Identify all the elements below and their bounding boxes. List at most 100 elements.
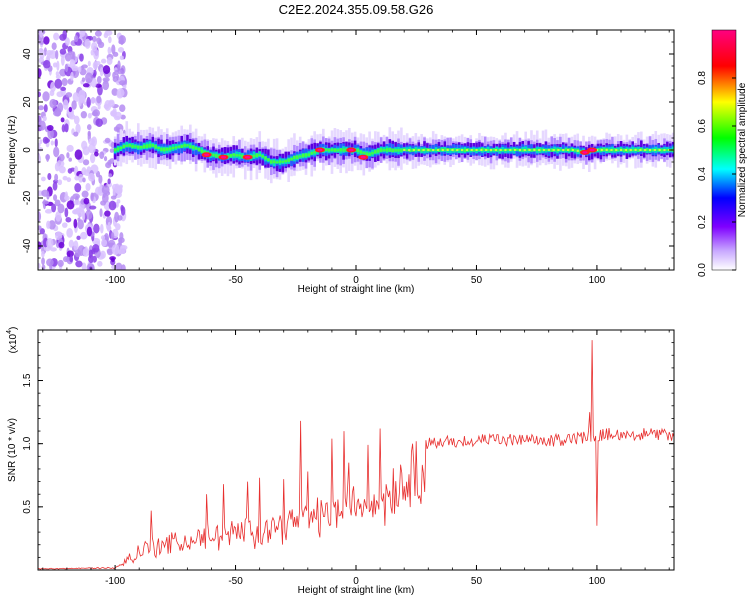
noise-speckle [93,49,100,60]
noise-speckle [81,262,87,270]
band-cell [333,148,337,152]
band-core [639,149,642,152]
noise-speckle [110,141,115,149]
y-tick-label: 1.5 [22,373,33,387]
band-cell [264,156,267,160]
band-core [432,149,435,152]
noise-speckle [99,67,104,77]
band-core [456,149,459,152]
band-core [475,149,478,152]
band-cell [356,148,360,153]
noise-speckle [38,115,42,125]
noise-speckle [92,61,99,70]
x-tick-label: 100 [589,275,606,286]
snr-series-line [38,340,674,570]
colorbar-tick-label: 0.4 [697,167,708,181]
band-cell [379,148,383,152]
y-tick-label: 40 [22,48,33,60]
noise-speckle [61,78,68,86]
snr-x-label: Height of straight line (km) [298,585,415,596]
noise-speckle [46,238,54,249]
noise-speckle [88,255,94,264]
noise-speckle [65,92,73,98]
band-cell [382,149,386,152]
noise-speckle [88,143,96,154]
noise-speckle [101,239,108,247]
band-cell [564,148,568,152]
band-cell [163,147,166,152]
band-core [528,149,531,152]
colorbar-ticks: 0.0 0.2 0.4 0.6 0.8 [697,71,736,277]
noise-speckle [119,104,126,113]
spectrogram-y-ticks: -40 -20 0 20 40 [22,29,674,271]
noise-speckle [90,97,96,104]
colorbar: 0.0 0.2 0.4 0.6 0.8 Normalized spectral ampl… [697,29,748,277]
noise-speckle [80,111,88,119]
noise-speckle [67,46,73,54]
spectrogram-x-label: Height of straight line (km) [298,284,415,295]
noise-speckle [52,181,58,191]
noise-speckle [86,96,91,108]
noise-speckle [98,174,103,184]
band-core [427,149,430,152]
band-core [567,149,570,152]
noise-speckle [57,179,63,186]
band-cell [186,144,189,147]
noise-speckle [66,177,72,183]
noise-speckle [99,182,103,193]
colorbar-tick-label: 0.6 [697,119,708,133]
noise-speckle [66,227,73,238]
noise-speckle [118,80,127,86]
noise-speckle [47,128,54,140]
x-tick-label: -50 [228,275,243,286]
snr-multiplier: (x104) [6,327,19,354]
noise-speckle [58,241,65,249]
y-tick-label: -20 [22,190,33,205]
noise-speckle [120,204,124,212]
noise-speckle [122,84,127,90]
noise-speckle [66,152,70,159]
band-cell [371,151,374,155]
noise-speckle [42,200,50,205]
noise-speckle [77,66,82,73]
noise-speckle [68,157,72,162]
noise-speckle [67,168,73,174]
noise-speckle [88,138,96,145]
band-core [605,149,608,152]
x-tick-label: 50 [471,275,483,286]
band-cell [666,149,669,151]
noise-speckle [109,148,114,153]
band-cell [278,160,282,164]
spectral-peak-core [245,156,251,159]
spectrogram-image [38,30,674,270]
noise-speckle [49,89,55,97]
noise-speckle [46,220,51,229]
noise-speckle [111,244,120,255]
noise-speckle [95,118,103,127]
band-core [470,149,473,152]
noise-speckle [104,137,111,144]
x-tick-label: -100 [105,576,125,587]
noise-speckle [110,232,115,240]
band-cell [304,153,308,157]
noise-speckle [73,131,79,137]
band-cell [530,148,533,152]
noise-speckle [103,32,109,39]
noise-speckle [79,53,84,62]
band-core [629,149,632,152]
colorbar-tick-label: 0.0 [697,263,708,277]
noise-speckle [91,35,97,43]
band-cell [148,143,152,148]
noise-speckle [76,235,81,241]
noise-speckle [69,255,74,263]
noise-speckle [58,153,65,162]
band-cell [229,153,233,158]
noise-speckle [106,57,113,65]
y-tick-label: 0.5 [22,499,33,513]
band-cell [180,145,183,149]
band-cell [359,150,363,154]
y-tick-label: 20 [22,96,33,108]
noise-speckle [108,200,117,211]
band-cell [160,147,163,152]
